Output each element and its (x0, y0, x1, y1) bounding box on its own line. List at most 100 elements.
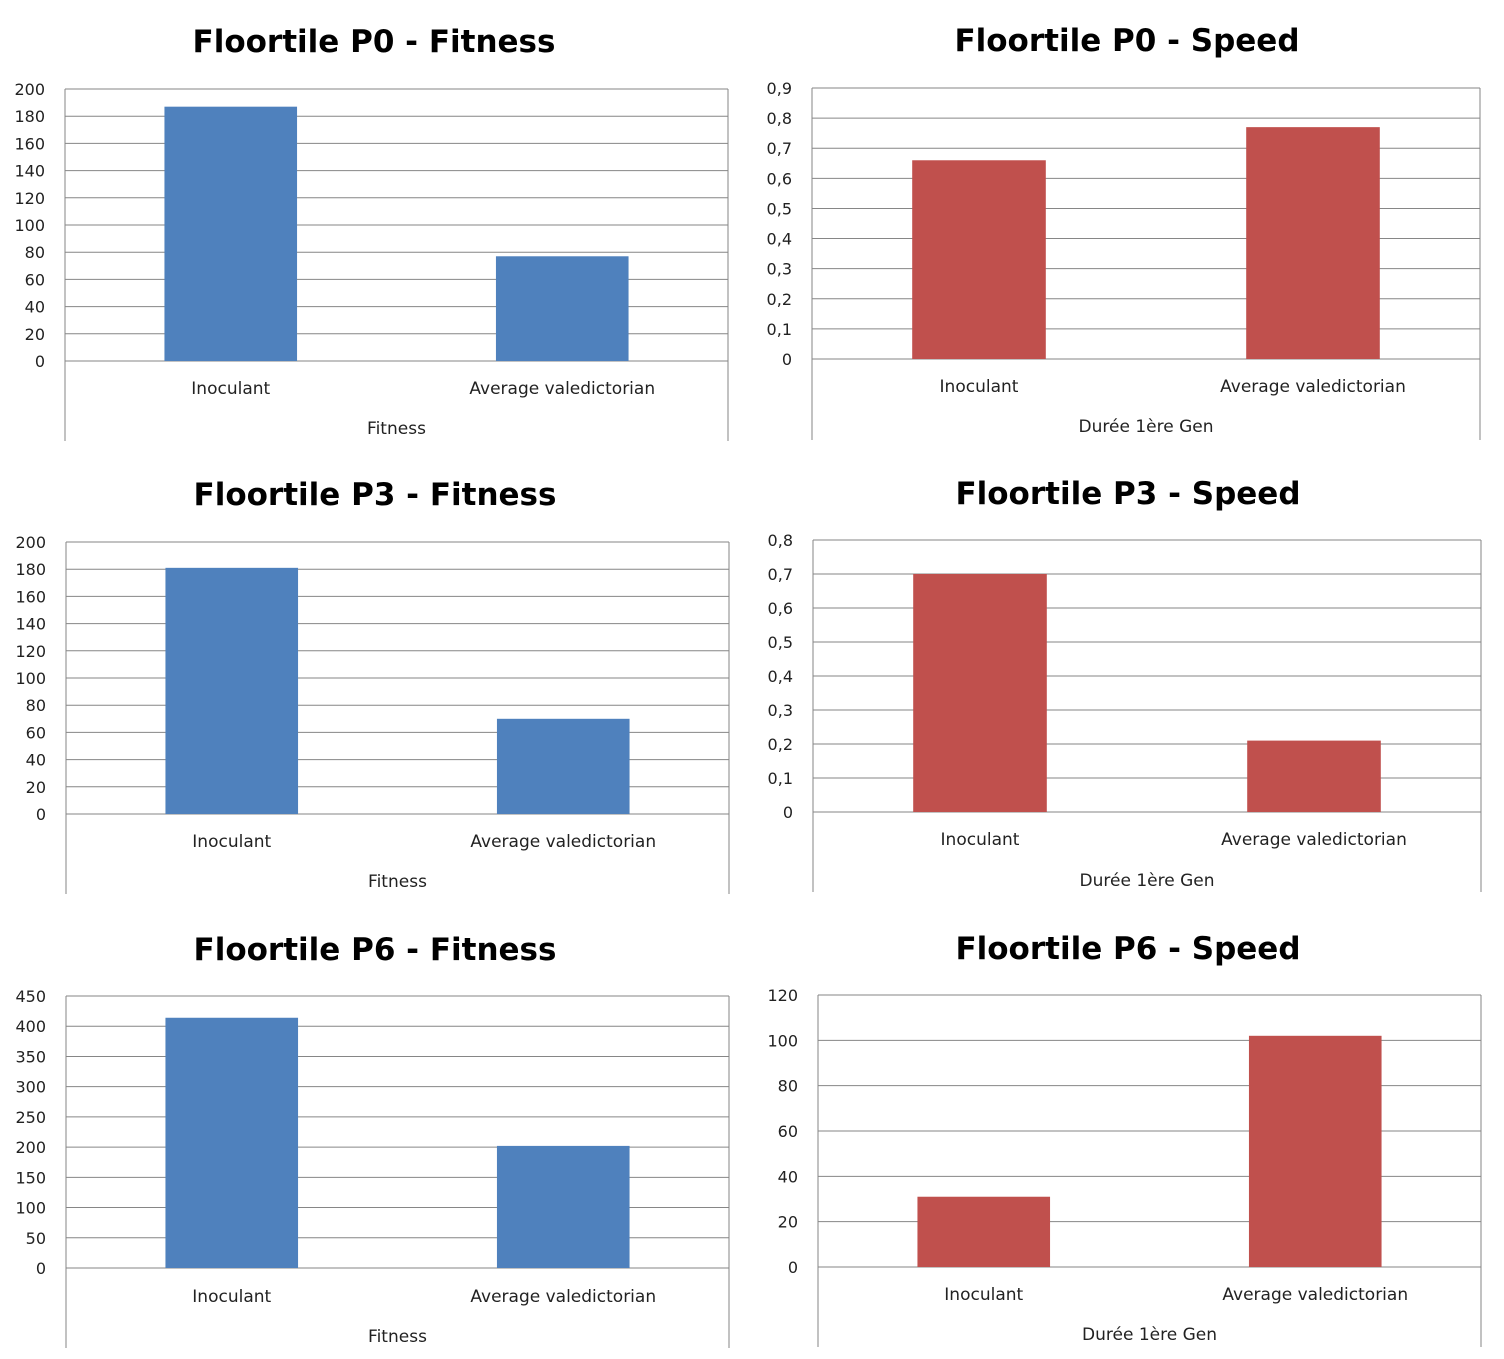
bar-chart-panel: Floortile P6 - Speed 0 20 40 60 80 100 120 Inocu… (767, 931, 1482, 1347)
y-tick-label: 140 (15, 615, 46, 634)
y-tick-label: 180 (14, 107, 45, 126)
bar (165, 567, 299, 814)
y-tick-label: 0,4 (768, 667, 793, 686)
x-axis-group-label: Durée 1ère Gen (1080, 871, 1215, 891)
x-axis-group-label: Fitness (368, 872, 427, 892)
y-tick-label: 0,5 (767, 199, 792, 218)
y-tick-label: 0,6 (768, 599, 793, 618)
y-tick-label: 100 (14, 216, 45, 235)
category-label: Inoculant (944, 1285, 1023, 1305)
y-tick-label: 20 (778, 1213, 798, 1232)
bar-chart-panel: Floortile P6 - Fitness 0 50 100 150 200 250 300… (15, 932, 730, 1348)
y-tick-label: 80 (25, 243, 45, 262)
bar (912, 160, 1046, 359)
y-tick-label: 40 (25, 298, 45, 317)
y-tick-label: 0,3 (768, 701, 793, 720)
chart-title: Floortile P3 - Speed (955, 476, 1300, 512)
y-tick-label: 0 (782, 350, 792, 369)
bar-chart-panel: Floortile P3 - Fitness 0 20 40 60 80 100 120 140… (15, 477, 730, 894)
bar (496, 718, 630, 814)
x-axis-group-label: Fitness (368, 1327, 427, 1347)
bar-chart-panel: Floortile P3 - Speed 0 0,1 0,2 0,3 0,4 0,5 0,6 0… (768, 476, 1482, 892)
y-tick-label: 20 (25, 325, 45, 344)
bar-chart-panel: Floortile P0 - Speed 0 0,1 0,2 0,3 0,4 0,5 0,6 0… (767, 23, 1481, 440)
y-tick-label: 0,6 (767, 169, 792, 188)
bar (1248, 1035, 1382, 1267)
category-label: Average valedictorian (469, 379, 655, 399)
bar (1246, 127, 1380, 360)
bar (495, 256, 629, 361)
category-label: Average valedictorian (470, 832, 656, 852)
y-tick-label: 300 (15, 1078, 46, 1097)
bar (913, 574, 1047, 812)
y-tick-label: 160 (15, 587, 46, 606)
y-tick-label: 80 (778, 1077, 798, 1096)
y-tick-label: 0,9 (767, 79, 792, 98)
x-axis-group-label: Durée 1ère Gen (1079, 417, 1214, 437)
y-tick-label: 200 (15, 533, 46, 552)
bar (165, 1017, 299, 1268)
y-tick-label: 0,8 (767, 109, 792, 128)
chart-title: Floortile P0 - Speed (954, 23, 1299, 59)
category-label: Average valedictorian (1220, 377, 1406, 397)
y-tick-label: 150 (15, 1168, 46, 1187)
y-tick-label: 200 (14, 80, 45, 99)
y-tick-label: 50 (26, 1229, 46, 1248)
y-tick-label: 0,1 (768, 769, 793, 788)
y-tick-label: 0 (788, 1258, 798, 1277)
category-label: Inoculant (941, 830, 1020, 850)
y-tick-label: 160 (14, 134, 45, 153)
y-tick-label: 120 (767, 986, 798, 1005)
category-label: Inoculant (192, 1287, 271, 1307)
category-label: Average valedictorian (1222, 1285, 1408, 1305)
bar (1247, 740, 1381, 812)
y-tick-label: 120 (15, 642, 46, 661)
y-tick-label: 100 (15, 1199, 46, 1218)
y-tick-label: 450 (15, 987, 46, 1006)
chart-title: Floortile P6 - Speed (955, 931, 1300, 967)
y-tick-label: 80 (26, 696, 46, 715)
y-tick-label: 20 (26, 778, 46, 797)
bar-chart-panel: Floortile P0 - Fitness 0 20 40 60 80 100 120 140… (14, 24, 729, 441)
category-label: Average valedictorian (1221, 830, 1407, 850)
y-tick-label: 200 (15, 1138, 46, 1157)
y-tick-label: 60 (26, 723, 46, 742)
y-tick-label: 120 (14, 189, 45, 208)
category-label: Inoculant (940, 377, 1019, 397)
y-tick-label: 0,7 (768, 565, 793, 584)
x-axis-group-label: Durée 1ère Gen (1082, 1325, 1217, 1345)
y-tick-label: 0 (36, 805, 46, 824)
bar (917, 1196, 1051, 1267)
chart-title: Floortile P0 - Fitness (193, 24, 556, 60)
y-tick-label: 0,7 (767, 139, 792, 158)
y-tick-label: 0 (35, 352, 45, 371)
y-tick-label: 0 (36, 1259, 46, 1278)
bar (496, 1145, 630, 1268)
y-tick-label: 250 (15, 1108, 46, 1127)
category-label: Inoculant (191, 379, 270, 399)
y-tick-label: 0 (783, 803, 793, 822)
y-tick-label: 100 (767, 1031, 798, 1050)
category-label: Inoculant (192, 832, 271, 852)
y-tick-label: 0,2 (767, 290, 792, 309)
y-tick-label: 0,2 (768, 735, 793, 754)
y-tick-label: 140 (14, 162, 45, 181)
y-tick-label: 0,5 (768, 633, 793, 652)
y-tick-label: 0,1 (767, 320, 792, 339)
chart-title: Floortile P6 - Fitness (194, 932, 557, 968)
bar (164, 106, 298, 362)
y-tick-label: 180 (15, 560, 46, 579)
y-tick-label: 60 (25, 270, 45, 289)
y-tick-label: 40 (26, 751, 46, 770)
x-axis-group-label: Fitness (367, 419, 426, 439)
category-label: Average valedictorian (470, 1287, 656, 1307)
y-tick-label: 0,3 (767, 260, 792, 279)
y-tick-label: 400 (15, 1017, 46, 1036)
y-tick-label: 0,4 (767, 230, 792, 249)
y-tick-label: 0,8 (768, 531, 793, 550)
y-tick-label: 100 (15, 669, 46, 688)
chart-title: Floortile P3 - Fitness (194, 477, 557, 513)
y-tick-label: 350 (15, 1047, 46, 1066)
y-tick-label: 40 (778, 1167, 798, 1186)
